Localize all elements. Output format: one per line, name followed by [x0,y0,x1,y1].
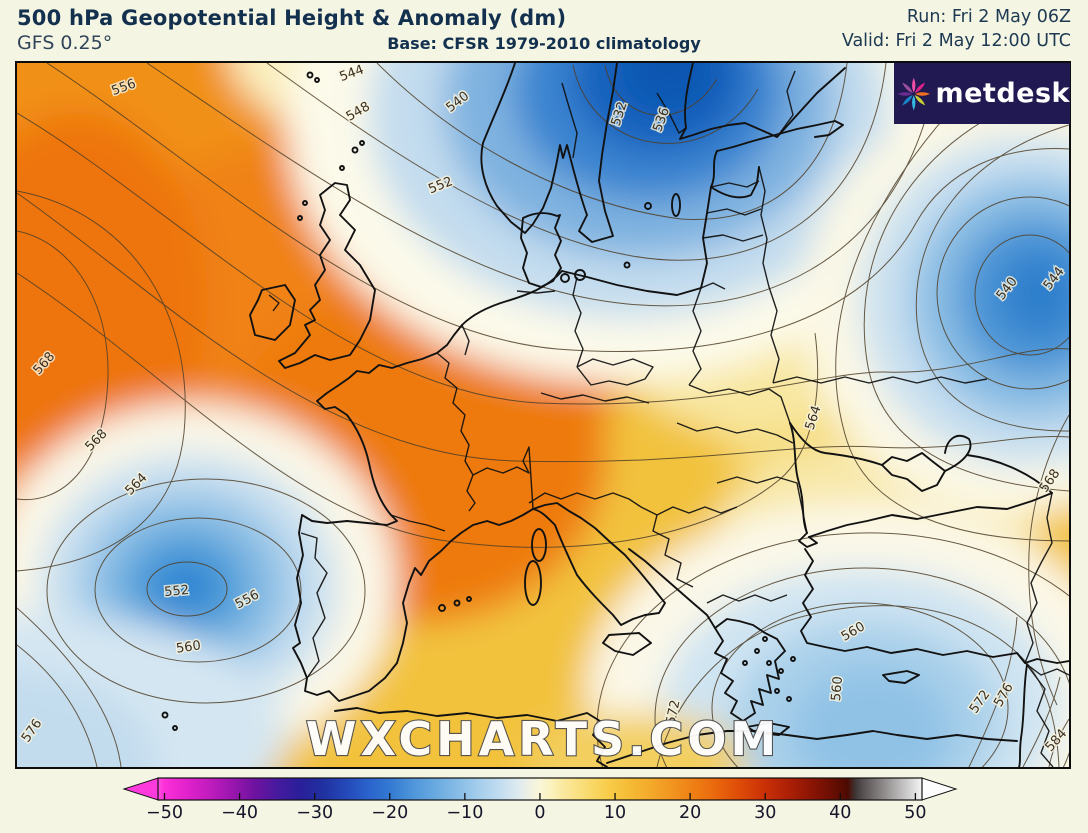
flower-petal-icon [902,94,913,106]
contour-label: 560 [829,676,846,702]
anomaly-colorbar: −50 −40 −30 −20 −10 0 10 20 30 40 50 [122,777,958,823]
colorbar-tick-label: 50 [904,803,926,823]
flower-petal-icon [897,91,913,96]
weather-map: 532 536 540 544 548 552 556 568 568 564 552 556 560 5… [15,61,1071,769]
colorbar-tick-label: 0 [534,803,545,823]
flower-petal-icon [912,94,916,110]
colorbar-tick-label: 30 [754,803,776,823]
flower-petal-icon [914,94,926,106]
contour-label: 572 [664,699,684,726]
colorbar-tick-label: 20 [679,803,701,823]
flower-petal-icon [914,81,926,93]
metdesk-flower-icon [897,77,931,110]
model-label: GFS 0.25° [17,32,113,54]
colorbar-tick-label: 10 [604,803,626,823]
colorbar-tick-label: 40 [829,803,851,823]
colorbar-left-arrow [122,777,159,801]
colorbar-right-arrow [921,777,958,801]
colorbar-tick-label: −20 [371,803,408,823]
colorbar-ticks [163,793,917,800]
colorbar-tick-labels: −50 −40 −30 −20 −10 0 10 20 30 40 50 [146,803,927,823]
contour-label: 560 [175,638,202,656]
valid-time-label: Valid: Fri 2 May 12:00 UTC [841,31,1071,51]
anomaly-shading [17,63,1069,767]
watermark-text: WXCHARTS.COM [306,712,780,766]
contour-label: 552 [164,583,190,600]
run-time-label: Run: Fri 2 May 06Z [906,7,1071,27]
climatology-label: Base: CFSR 1979-2010 climatology [387,34,701,53]
colorbar-tick-label: −40 [221,803,258,823]
colorbar-tick-label: −30 [296,803,333,823]
flower-petal-icon [912,77,916,93]
colorbar-tick-label: −10 [446,803,483,823]
flower-petal-icon [902,81,913,93]
metdesk-logo-text: metdesk [935,78,1070,109]
flower-petal-icon [915,91,931,96]
page-title: 500 hPa Geopotential Height & Anomaly (d… [17,6,567,30]
colorbar-tick-label: −50 [146,803,183,823]
metdesk-logo: metdesk [894,63,1070,124]
country-borders [268,70,1069,767]
